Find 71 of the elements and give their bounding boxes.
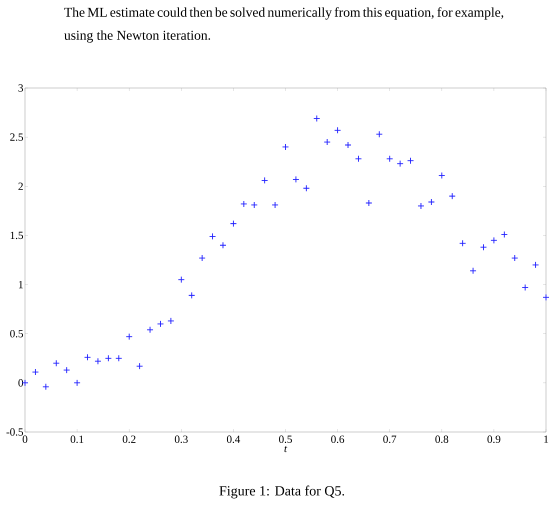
point [459,240,466,247]
x-tick-label: 0.1 [70,436,84,444]
y-tick-label: 0.5 [10,330,24,338]
point [32,368,39,376]
point [52,360,60,367]
caption: Figure 1: Data for Q5. [219,486,344,498]
point [428,198,435,206]
text: The ML estimate could then be solved numerically from this equation, for example, using the Newton iteration. [64,7,504,43]
point [386,155,394,162]
point [84,354,91,361]
point [470,267,477,274]
point [480,244,487,251]
point [522,284,529,291]
point [188,292,196,299]
point [167,317,174,324]
point [104,354,112,362]
point [220,242,226,249]
y-tick-label: -0.5 [6,428,24,436]
point [302,184,310,192]
point [490,236,498,244]
point [324,138,331,146]
point [230,220,237,228]
x-tick-label: 0.4 [226,436,240,444]
x-tick-label: 1 [544,436,548,443]
point [272,202,279,208]
point [511,254,518,262]
point [115,354,122,362]
point [146,326,154,334]
point [94,358,102,365]
y-tick-label: 1.5 [10,232,24,240]
point [63,366,70,374]
x-tick-label: 0.6 [331,436,344,444]
point [261,176,268,184]
point [313,115,320,122]
point [344,142,352,148]
point [292,176,300,183]
x-tick-label: 0.5 [279,436,292,444]
x-tick-label: 0.3 [174,436,188,444]
y-tick-label: 2.5 [10,133,24,141]
y-tick-label: 1 [18,280,23,288]
point [74,379,81,386]
point [396,160,404,168]
point [438,172,446,179]
y-tick-label: 2 [18,182,23,190]
point [198,254,206,262]
point [365,200,372,206]
point [126,333,133,340]
y-tick-label: 3 [18,84,24,92]
point [282,144,289,150]
point [42,383,50,390]
point [250,202,258,208]
point [334,126,342,134]
point [136,362,144,370]
y-tick-label: 0 [18,379,24,387]
x-tick-label: 0.9 [487,436,500,444]
point [448,192,456,200]
point [407,157,414,164]
point [209,232,216,240]
point [240,200,248,208]
point [376,130,383,138]
x-tick-label: 0.7 [383,436,396,444]
x-tick-label: 0.8 [435,436,448,444]
point [354,155,362,162]
point [500,230,508,238]
x-axis-title: t [284,446,288,452]
point [532,261,540,268]
point [178,276,185,284]
point [418,202,424,210]
x-tick-label: 0.2 [122,436,136,444]
point [157,320,164,328]
point [542,294,550,301]
